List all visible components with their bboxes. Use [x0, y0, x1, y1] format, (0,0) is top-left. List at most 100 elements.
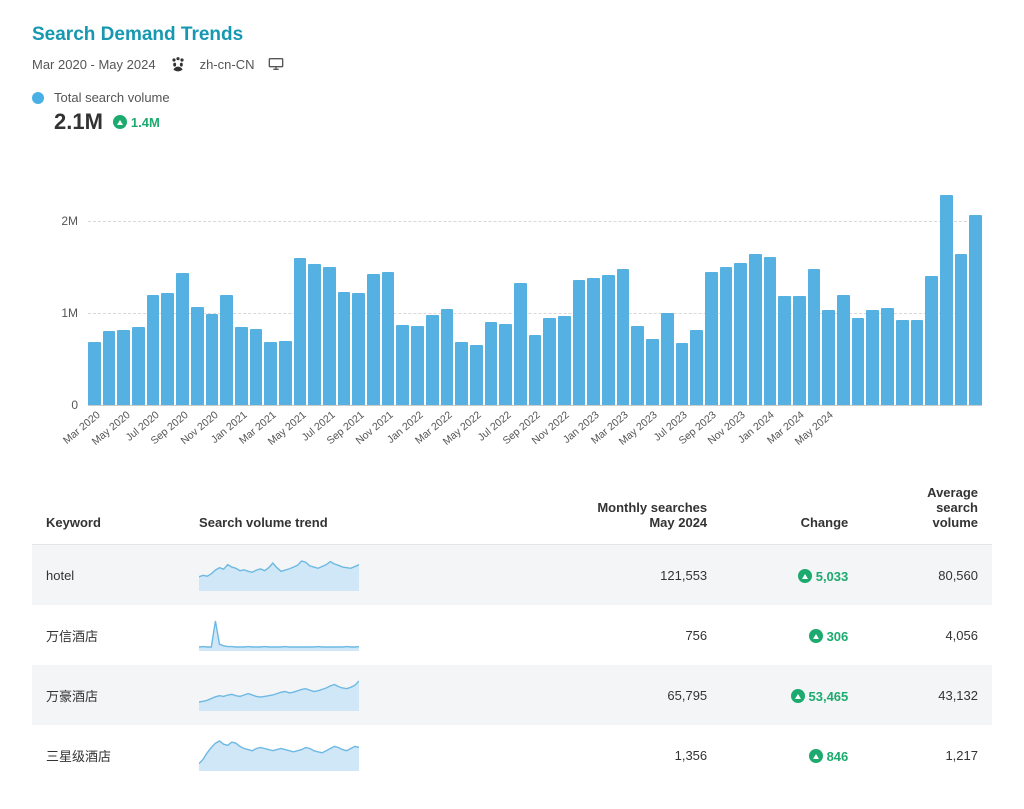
th-keyword[interactable]: Keyword [32, 475, 185, 545]
table-row[interactable]: 三星级酒店1,3568461,217 [32, 725, 992, 785]
chart-bar[interactable] [352, 293, 365, 405]
chart-bar[interactable] [925, 276, 938, 405]
chart-bar[interactable] [294, 258, 307, 405]
chart-bar[interactable] [441, 309, 454, 405]
chart-bar[interactable] [764, 257, 777, 405]
chart-bar[interactable] [778, 296, 791, 405]
chart-bar[interactable] [543, 318, 556, 405]
total-delta-value: 1.4M [131, 115, 160, 130]
table-row[interactable]: hotel121,5535,03380,560 [32, 545, 992, 606]
total-value: 2.1M [54, 109, 103, 135]
chart-bar[interactable] [558, 316, 571, 405]
chart-bar[interactable] [529, 335, 542, 405]
th-monthly[interactable]: Monthly searches May 2024 [494, 475, 721, 545]
chart-bar[interactable] [631, 326, 644, 405]
chart-bar[interactable] [822, 310, 835, 405]
change-value: 846 [827, 749, 849, 764]
chart-bar[interactable] [485, 322, 498, 405]
cell-change: 5,033 [721, 545, 862, 606]
chart-bar[interactable] [103, 331, 116, 405]
bar-chart: 01M2M Mar 2020May 2020Jul 2020Sep 2020No… [32, 175, 992, 405]
baidu-icon [170, 56, 186, 72]
chart-bar[interactable] [323, 267, 336, 405]
cell-avg: 4,056 [862, 605, 992, 665]
cell-trend [185, 725, 494, 785]
chart-bar[interactable] [191, 307, 204, 405]
chart-bar[interactable] [808, 269, 821, 405]
chart-bar[interactable] [676, 343, 689, 405]
chart-bar[interactable] [602, 275, 615, 405]
keyword-table: Keyword Search volume trend Monthly sear… [32, 475, 992, 785]
desktop-icon [268, 57, 284, 71]
table-row[interactable]: 万信酒店7563064,056 [32, 605, 992, 665]
chart-bar[interactable] [661, 313, 674, 405]
chart-bar[interactable] [117, 330, 130, 405]
chart-bar[interactable] [426, 315, 439, 405]
th-change[interactable]: Change [721, 475, 862, 545]
chart-bar[interactable] [88, 342, 101, 405]
chart-bar[interactable] [382, 272, 395, 405]
chart-bar[interactable] [176, 273, 189, 405]
chart-bar[interactable] [161, 293, 174, 405]
chart-bar[interactable] [705, 272, 718, 405]
chart-bar[interactable] [470, 345, 483, 405]
chart-bar[interactable] [852, 318, 865, 405]
chart-bar[interactable] [690, 330, 703, 405]
cell-change: 846 [721, 725, 862, 785]
chart-bar[interactable] [147, 295, 160, 405]
th-trend[interactable]: Search volume trend [185, 475, 494, 545]
y-axis-label: 2M [32, 214, 78, 228]
y-axis-label: 1M [32, 306, 78, 320]
legend-dot [32, 92, 44, 104]
cell-avg: 43,132 [862, 665, 992, 725]
chart-bar[interactable] [499, 324, 512, 405]
chart-bar[interactable] [235, 327, 248, 405]
chart-bar[interactable] [206, 314, 219, 405]
chart-bar[interactable] [955, 254, 968, 405]
chart-bar[interactable] [396, 325, 409, 405]
chart-bar[interactable] [455, 342, 468, 405]
chart-bar[interactable] [793, 296, 806, 405]
arrow-up-icon [809, 629, 823, 643]
chart-bar[interactable] [250, 329, 263, 405]
arrow-up-icon [798, 569, 812, 583]
cell-change: 53,465 [721, 665, 862, 725]
table-row[interactable]: 万豪酒店65,79553,46543,132 [32, 665, 992, 725]
chart-bar[interactable] [587, 278, 600, 405]
chart-bar[interactable] [264, 342, 277, 405]
chart-bar[interactable] [573, 280, 586, 405]
cell-trend [185, 605, 494, 665]
th-avg-l2: search [876, 500, 978, 515]
chart-bar[interactable] [367, 274, 380, 405]
chart-bar[interactable] [866, 310, 879, 405]
chart-bar[interactable] [279, 341, 292, 405]
th-avg[interactable]: Average search volume [862, 475, 992, 545]
chart-bar[interactable] [911, 320, 924, 405]
table-header-row: Keyword Search volume trend Monthly sear… [32, 475, 992, 545]
cell-avg: 1,217 [862, 725, 992, 785]
cell-change: 306 [721, 605, 862, 665]
cell-monthly: 121,553 [494, 545, 721, 606]
chart-bar[interactable] [338, 292, 351, 405]
chart-bar[interactable] [940, 195, 953, 405]
legend-row: Total search volume [32, 90, 992, 105]
chart-bar[interactable] [896, 320, 909, 405]
chart-bar[interactable] [837, 295, 850, 405]
sparkline [199, 739, 359, 771]
change-value: 5,033 [816, 569, 849, 584]
chart-bar[interactable] [734, 263, 747, 405]
chart-bar[interactable] [881, 308, 894, 405]
chart-bar[interactable] [749, 254, 762, 405]
chart-bar[interactable] [514, 283, 527, 405]
chart-bar[interactable] [646, 339, 659, 405]
chart-bar[interactable] [720, 267, 733, 405]
chart-bar[interactable] [969, 215, 982, 405]
total-search-volume: 2.1M 1.4M [54, 109, 992, 135]
chart-bar[interactable] [617, 269, 630, 405]
chart-bar[interactable] [220, 295, 233, 405]
chart-bar[interactable] [132, 327, 145, 405]
sparkline [199, 619, 359, 651]
chart-bar[interactable] [411, 326, 424, 405]
cell-monthly: 756 [494, 605, 721, 665]
chart-bar[interactable] [308, 264, 321, 405]
